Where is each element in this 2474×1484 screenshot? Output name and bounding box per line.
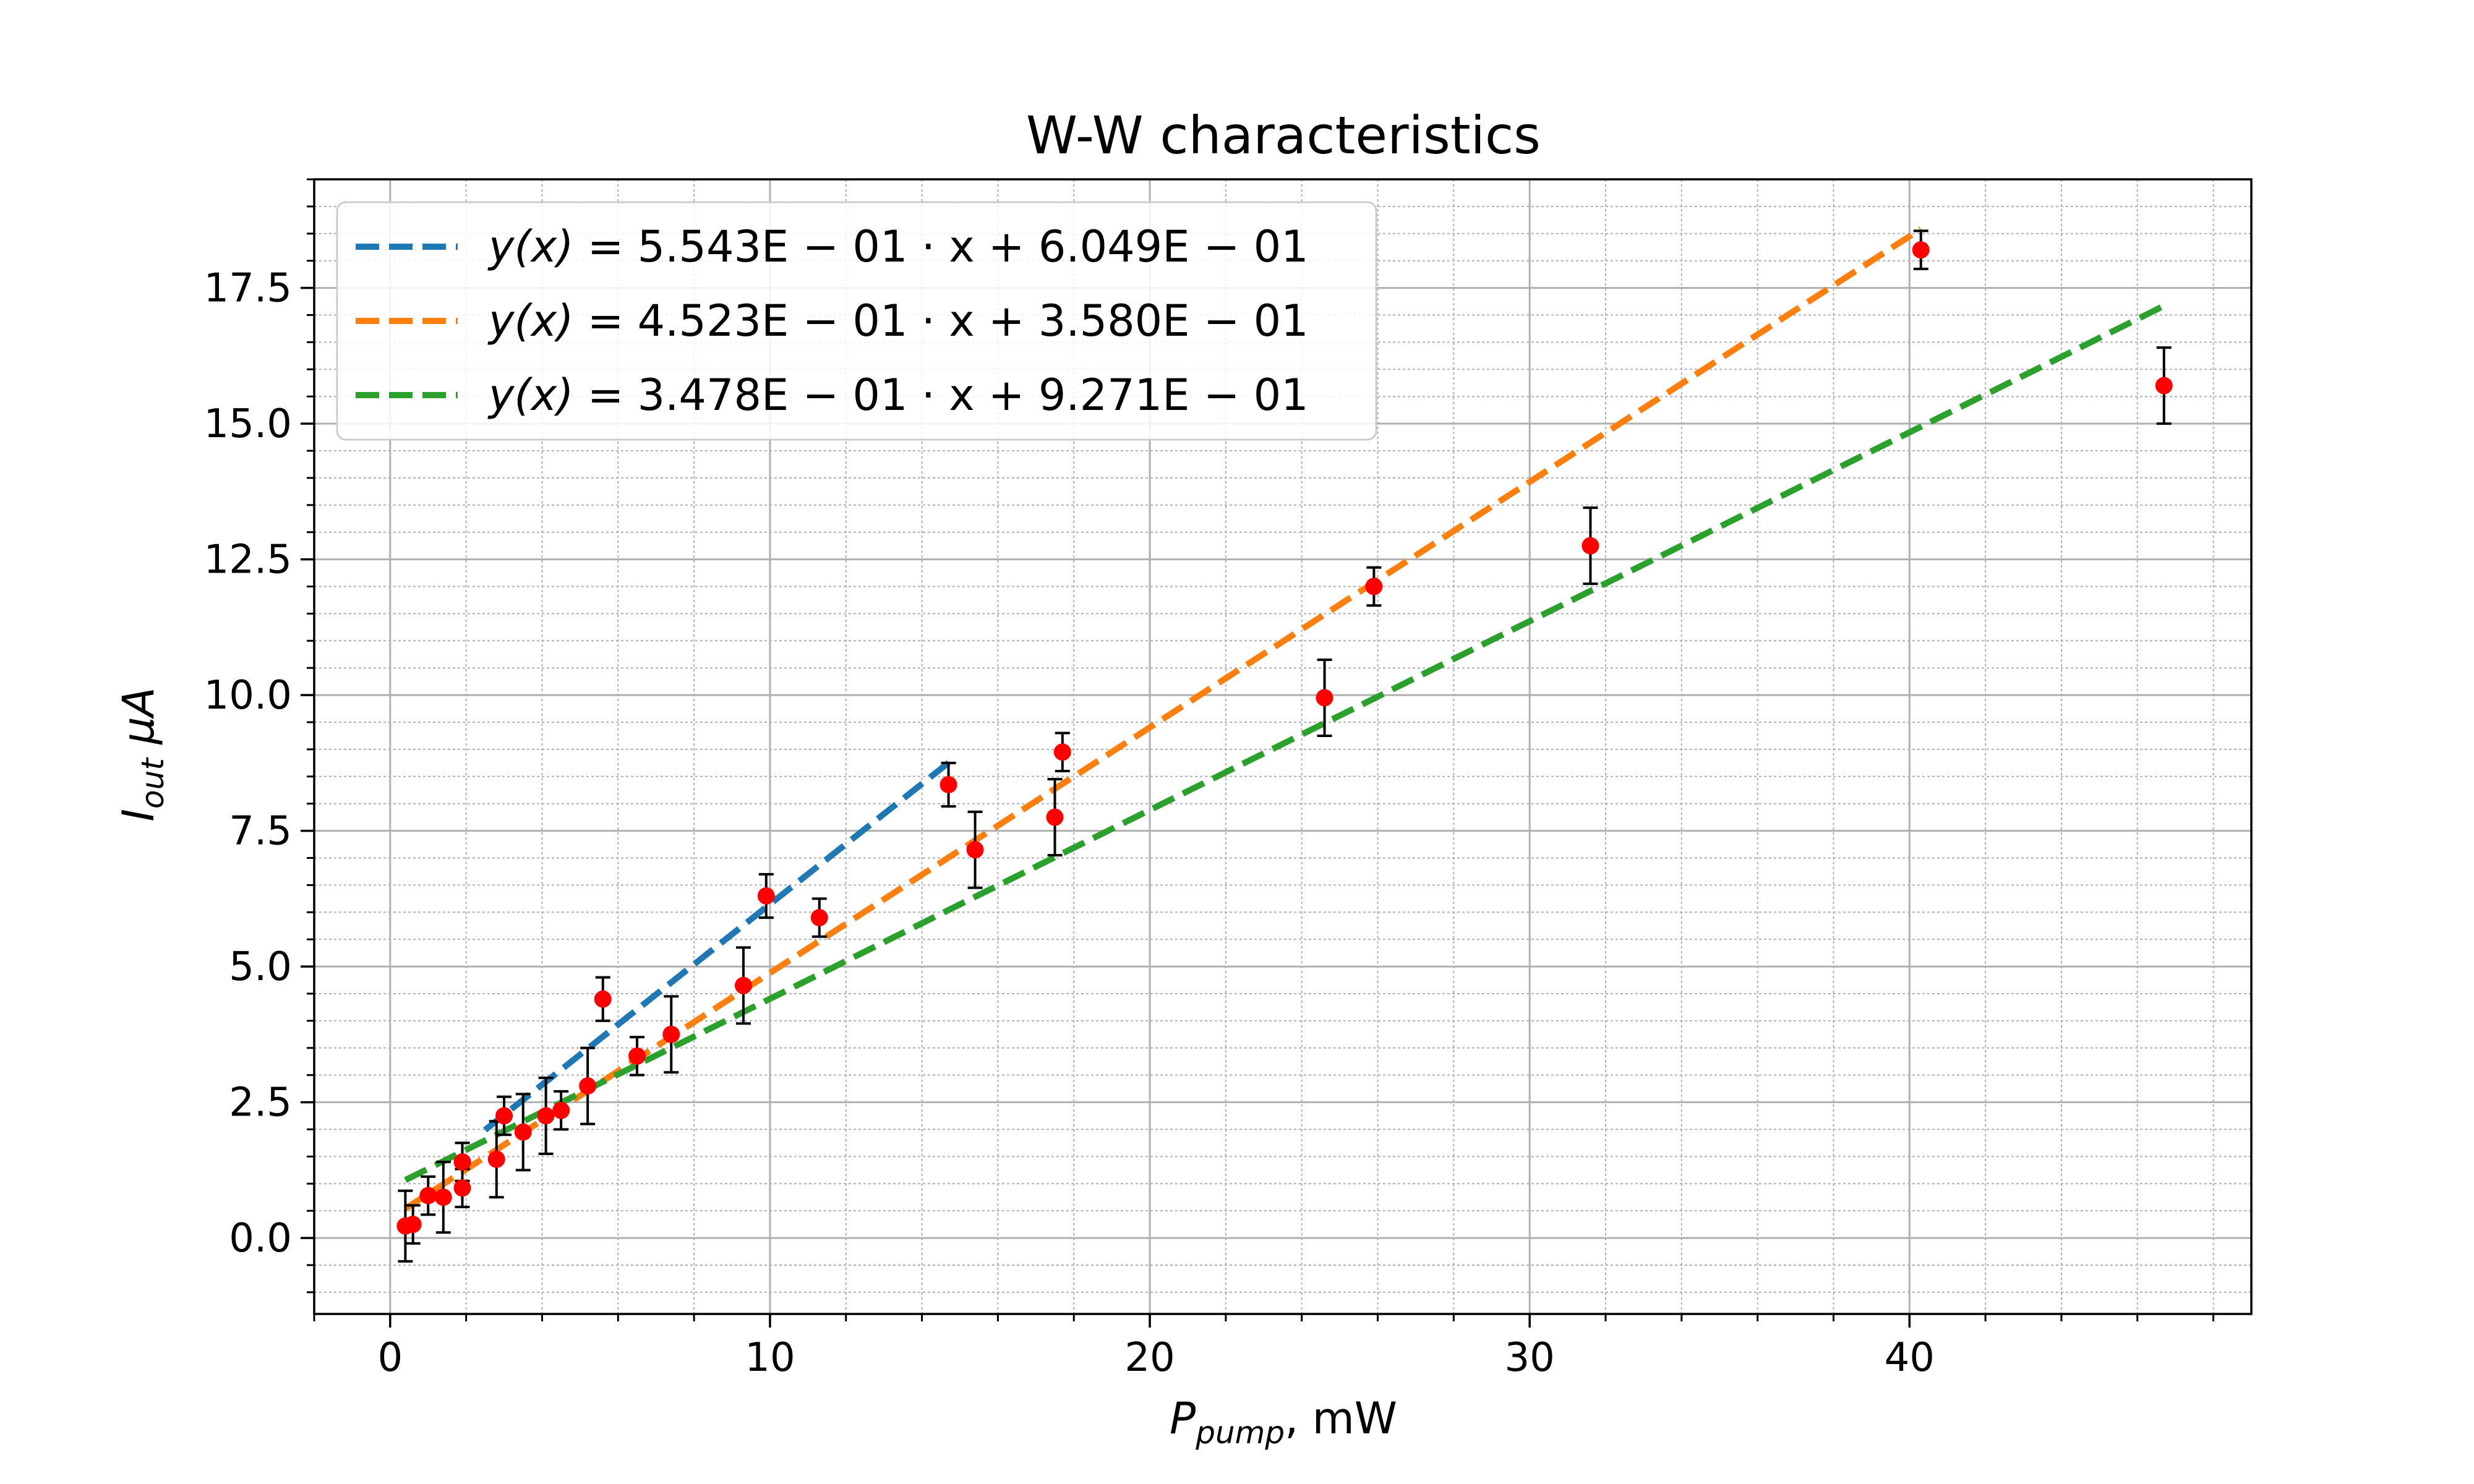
x-axis-label: Ppump, mW	[1170, 1393, 1397, 1451]
x-axis-label-tail: , mW	[1285, 1393, 1397, 1444]
legend-box	[336, 201, 1377, 441]
x-tick-label: 20	[1124, 1335, 1175, 1381]
y-tick-label: 15.0	[204, 401, 293, 447]
data-point	[404, 1216, 422, 1234]
data-point	[1365, 578, 1383, 595]
legend-label-3: y(x) = 3.478E − 01 · x + 9.271E − 01	[487, 370, 1309, 420]
data-point	[662, 1025, 680, 1043]
y-tick-label: 12.5	[204, 537, 293, 583]
data-point	[628, 1047, 646, 1065]
data-point	[966, 841, 984, 859]
data-point	[514, 1123, 532, 1141]
data-point	[552, 1101, 570, 1119]
y-tick-label: 7.5	[229, 809, 292, 855]
data-point	[1316, 689, 1333, 707]
axis-ticks	[301, 178, 2215, 1328]
data-point	[1912, 241, 1930, 259]
data-point	[453, 1179, 471, 1197]
legend-label-rhs: = 3.478E − 01 · x + 9.271E − 01	[573, 370, 1308, 420]
legend-label-1: y(x) = 5.543E − 01 · x + 6.049E − 01	[487, 221, 1309, 272]
x-tick-label: 40	[1885, 1335, 1935, 1381]
x-axis-label-sub: pump	[1195, 1415, 1285, 1451]
data-point	[579, 1077, 597, 1095]
y-tick-label: 10.0	[204, 673, 293, 719]
fit-line-3	[404, 303, 2165, 1183]
plot-frame	[313, 178, 2253, 1315]
y-axis-label-tail: μA	[113, 687, 164, 758]
fit-line-2	[403, 226, 1923, 1211]
legend-label-lhs: y(x)	[487, 221, 573, 272]
legend-label-rhs: = 4.523E − 01 · x + 3.580E − 01	[573, 296, 1308, 346]
x-tick-label: 0	[377, 1335, 403, 1381]
legend-label-2: y(x) = 4.523E − 01 · x + 3.580E − 01	[487, 296, 1309, 346]
y-axis-label-sub: out	[135, 757, 171, 809]
y-tick-label: 0.0	[229, 1216, 292, 1261]
data-point	[1046, 808, 1064, 826]
error-bars	[398, 229, 2172, 1263]
data-point	[2155, 377, 2173, 394]
data-point	[734, 976, 752, 994]
data-point	[453, 1153, 471, 1171]
data-point	[537, 1107, 555, 1125]
y-axis-label-main: I	[113, 809, 164, 822]
tick-labels: 0 10 20 30 40 0.0 2.5 5.0 7.5 10.0 12.5 15.0 17.5	[204, 266, 1935, 1381]
fit-lines	[403, 226, 2165, 1211]
y-axis-label: Iout μA	[113, 687, 171, 821]
legend-label-lhs: y(x)	[487, 296, 573, 346]
y-tick-label: 17.5	[204, 266, 293, 312]
y-tick-label: 5.0	[229, 944, 292, 990]
data-point	[434, 1188, 452, 1206]
data-point	[594, 990, 612, 1008]
data-point	[487, 1150, 505, 1168]
x-axis-label-main: P	[1170, 1393, 1196, 1444]
legend: y(x) = 5.543E − 01 · x + 6.049E − 01y(x)…	[336, 201, 1377, 441]
data-point	[757, 887, 775, 905]
data-point	[1053, 743, 1071, 761]
data-point	[1582, 537, 1599, 555]
data-point	[940, 775, 957, 793]
legend-label-lhs: y(x)	[487, 370, 573, 420]
legend-label-rhs: = 5.543E − 01 · x + 6.049E − 01	[573, 221, 1308, 272]
data-points	[396, 241, 2173, 1235]
data-point	[419, 1187, 437, 1205]
data-point	[495, 1107, 513, 1125]
y-tick-label: 2.5	[229, 1080, 292, 1126]
data-point	[810, 909, 828, 927]
x-tick-label: 10	[745, 1335, 795, 1381]
x-tick-label: 30	[1504, 1335, 1554, 1381]
chart-title: W-W characteristics	[1026, 105, 1541, 166]
